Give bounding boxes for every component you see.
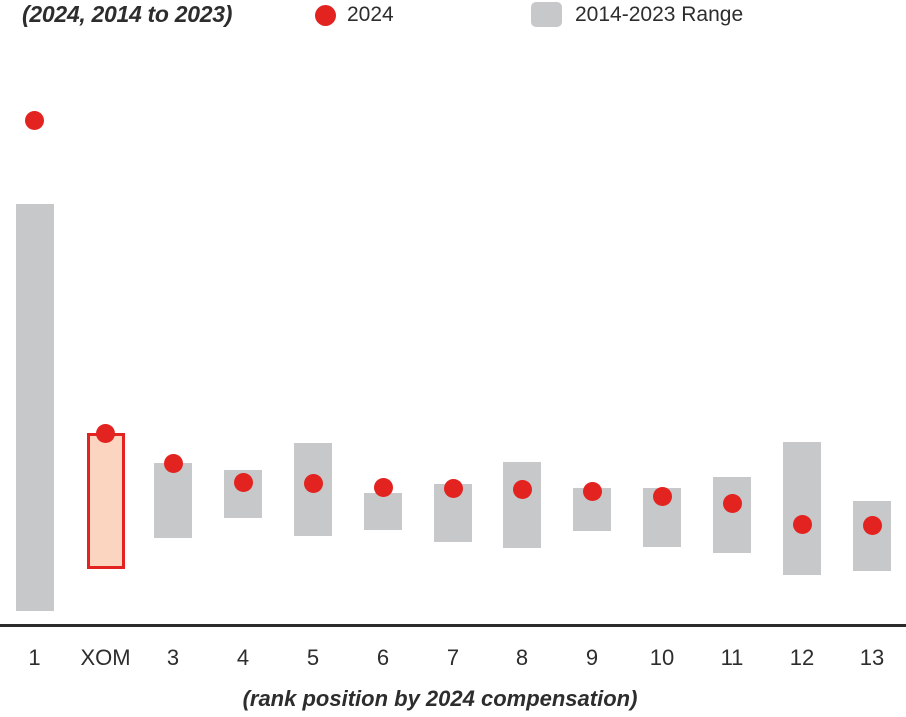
range-bar-12 <box>783 442 821 575</box>
range-bar-13 <box>853 501 891 571</box>
red-dot-legend-icon <box>315 4 336 26</box>
range-bar-XOM <box>86 433 125 569</box>
x-label-3: 3 <box>166 645 180 670</box>
chart-subtitle: (2024, 2014 to 2023) <box>22 1 233 27</box>
dot-2024-5 <box>303 473 323 493</box>
legend-item-2024: 2024 <box>315 3 394 27</box>
dot-2024-1 <box>25 110 44 130</box>
x-label-11: 11 <box>720 645 744 670</box>
x-label-12: 12 <box>789 645 815 670</box>
dot-2024-4 <box>233 472 253 492</box>
x-axis-caption: (rank position by 2024 compensation) <box>242 686 638 711</box>
x-label-4: 4 <box>236 645 250 670</box>
x-label-10: 10 <box>649 645 675 670</box>
range-bar-1 <box>15 204 54 611</box>
dot-2024-12 <box>792 514 812 534</box>
x-label-7: 7 <box>446 645 460 670</box>
dot-2024-13 <box>862 515 882 535</box>
legend-label-range: 2014-2023 Range <box>575 2 744 26</box>
x-label-5: 5 <box>306 645 320 670</box>
dot-2024-10 <box>652 486 672 506</box>
range-bar-8 <box>503 462 541 548</box>
x-label-XOM: XOM <box>80 645 131 670</box>
x-label-8: 8 <box>515 645 529 670</box>
plot-area <box>0 110 906 627</box>
legend-item-range: 2014-2023 Range <box>531 2 743 27</box>
legend-label-2024: 2024 <box>347 3 394 26</box>
x-axis-line <box>0 624 906 627</box>
x-label-13: 13 <box>859 645 885 670</box>
range-bar-11 <box>713 477 751 553</box>
dot-2024-XOM <box>96 423 115 443</box>
dot-2024-11 <box>722 493 742 513</box>
dot-2024-9 <box>582 481 602 501</box>
dot-2024-6 <box>373 477 393 497</box>
range-bar-6 <box>364 493 402 530</box>
x-axis-labels: 1 XOM 3 4 5 6 7 8 9 10 11 12 13 <box>0 645 906 675</box>
dot-2024-7 <box>443 478 463 498</box>
dot-2024-8 <box>512 479 532 499</box>
range-bar-3 <box>154 463 192 538</box>
dot-2024-3 <box>163 453 183 473</box>
x-label-9: 9 <box>585 645 599 670</box>
x-label-1: 1 <box>28 645 41 670</box>
gray-range-legend-icon <box>531 2 562 27</box>
x-label-6: 6 <box>376 645 390 670</box>
